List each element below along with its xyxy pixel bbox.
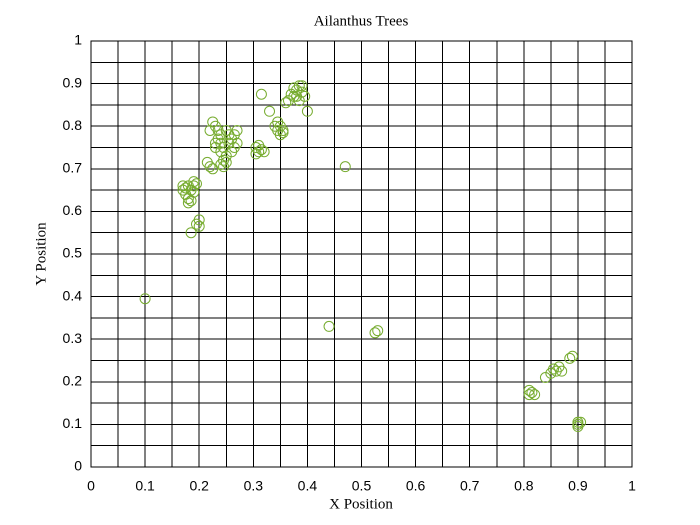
point xyxy=(182,197,194,209)
point xyxy=(293,80,305,92)
point xyxy=(204,161,216,173)
point xyxy=(548,363,560,375)
y-tick-label: 0.7 xyxy=(63,160,83,176)
y-tick-label: 0.4 xyxy=(63,287,83,303)
point xyxy=(277,127,289,139)
point xyxy=(139,293,151,305)
point xyxy=(296,80,308,92)
x-tick-label: 0.1 xyxy=(135,478,155,494)
y-tick-label: 0.1 xyxy=(63,415,83,431)
y-tick-label: 0.9 xyxy=(63,74,83,90)
point xyxy=(253,146,265,158)
plot-frame xyxy=(90,40,633,468)
point xyxy=(280,97,292,109)
x-tick-label: 1 xyxy=(628,478,636,494)
x-tick-label: 0.7 xyxy=(460,478,480,494)
x-tick-label: 0.2 xyxy=(189,478,209,494)
point xyxy=(220,156,232,168)
point xyxy=(188,176,200,188)
point xyxy=(215,159,227,171)
x-tick-label: 0.6 xyxy=(406,478,426,494)
chart-title: Ailanthus Trees xyxy=(314,13,409,29)
point xyxy=(575,416,587,428)
point xyxy=(323,320,335,332)
x-tick-label: 0.4 xyxy=(298,478,318,494)
point xyxy=(264,105,276,117)
point xyxy=(255,88,267,100)
point xyxy=(369,327,381,339)
point xyxy=(339,161,351,173)
point xyxy=(523,389,535,401)
point xyxy=(272,116,284,128)
point xyxy=(188,180,200,192)
point xyxy=(190,218,202,230)
point xyxy=(193,220,205,232)
point xyxy=(177,180,189,192)
point xyxy=(209,137,221,149)
point xyxy=(301,105,313,117)
y-tick-label: 0.8 xyxy=(63,117,83,133)
point xyxy=(572,418,584,430)
point xyxy=(526,386,538,398)
x-tick-label: 0.3 xyxy=(244,478,264,494)
point xyxy=(293,95,305,107)
y-tick-label: 1 xyxy=(74,32,82,48)
point xyxy=(190,178,202,190)
point xyxy=(258,146,270,158)
x-tick-label: 0 xyxy=(87,478,95,494)
point xyxy=(182,193,194,205)
point xyxy=(564,352,576,364)
point xyxy=(188,186,200,198)
point xyxy=(274,129,286,141)
point xyxy=(253,139,265,151)
y-axis-label: Y Position xyxy=(33,222,49,286)
point xyxy=(231,137,243,149)
x-axis-label: X Position xyxy=(329,496,393,512)
y-tick-label: 0.6 xyxy=(63,202,83,218)
y-tick-label: 0.3 xyxy=(63,330,83,346)
point xyxy=(566,350,578,362)
point xyxy=(529,389,541,401)
y-tick-label: 0.5 xyxy=(63,245,83,261)
point xyxy=(209,142,221,153)
point xyxy=(185,195,197,207)
point xyxy=(220,124,232,136)
x-tick-label: 0.8 xyxy=(514,478,534,494)
y-tick-label: 0.2 xyxy=(63,373,83,389)
point xyxy=(556,365,568,377)
point xyxy=(185,227,197,239)
point xyxy=(250,148,262,160)
x-tick-label: 0.5 xyxy=(352,478,372,494)
point xyxy=(372,325,384,337)
y-tick-label: 0 xyxy=(74,458,82,474)
point xyxy=(226,146,238,158)
x-tick-label: 0.9 xyxy=(568,478,588,494)
